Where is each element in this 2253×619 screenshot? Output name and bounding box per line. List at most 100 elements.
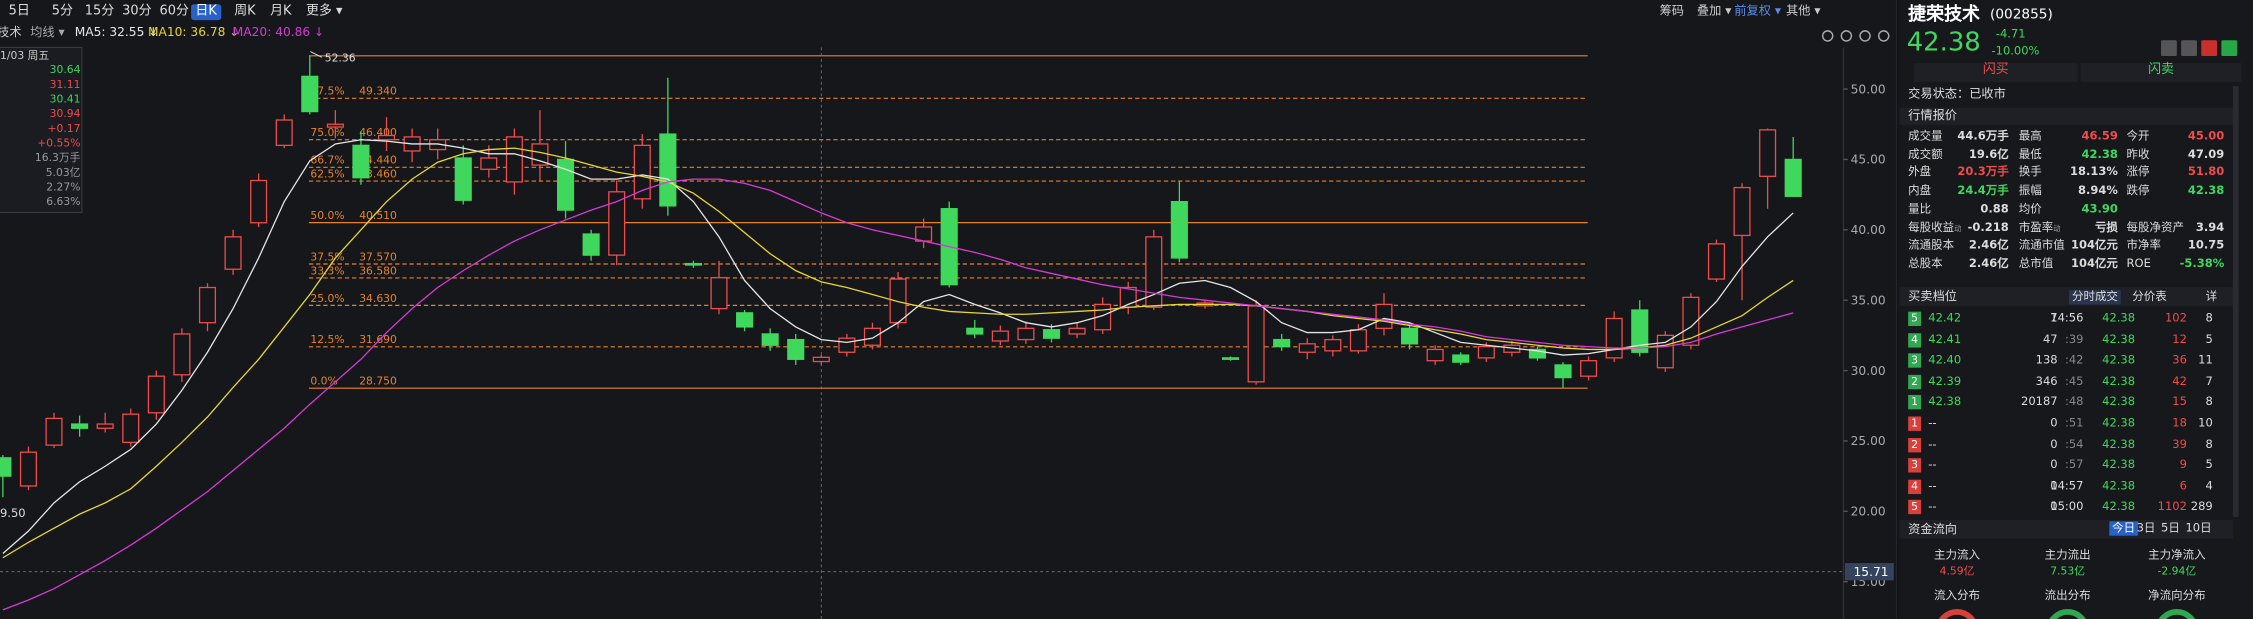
panel-icon[interactable] (2201, 40, 2218, 57)
quote-value: 104亿元 (2070, 256, 2118, 270)
candle-body (122, 413, 140, 443)
flow-tab[interactable]: 5日 (2161, 521, 2180, 535)
candle-body (1759, 129, 1777, 177)
zoom-in[interactable] (1840, 30, 1853, 42)
fib-price: 28.750 (359, 375, 397, 388)
candle-body (275, 119, 293, 146)
quote-value: 2.46亿 (1968, 256, 2009, 270)
period-tab[interactable]: 15分 (84, 4, 115, 19)
ma-line (2, 178, 1794, 611)
level-volume: 0 (2050, 500, 2058, 514)
data-window (0, 46, 83, 214)
book-detail[interactable]: 详 (2205, 290, 2218, 304)
candle-body (19, 451, 37, 487)
candle-body (352, 144, 370, 179)
candle-body (1349, 329, 1367, 352)
ma-menu[interactable]: 均线 ▾ (30, 25, 65, 41)
quote-label-sub: 动 (1954, 224, 1962, 234)
flow-tab[interactable]: 今日 (2109, 521, 2139, 536)
candle-body (1247, 305, 1265, 383)
period-tab[interactable]: 5日 (8, 4, 30, 19)
data-window-value: 30.41 (50, 93, 81, 106)
settings[interactable] (1859, 30, 1871, 42)
data-window-value: 6.63% (46, 195, 80, 208)
candle-body (1631, 309, 1649, 353)
level-badge: 5 (1908, 500, 1922, 515)
trade-volume: 12 (2172, 332, 2187, 346)
quote-label: 内盘 (1908, 183, 1932, 197)
candle-body (1273, 338, 1291, 348)
flow-label: 主力流入 (1934, 548, 1980, 562)
fib-pct: 75.0% (310, 126, 344, 139)
quote-label: 每股收益动 (1908, 220, 1962, 234)
quote-label: 总股本 (1908, 256, 1943, 270)
y-tick-label: 25.00 (1851, 434, 1886, 448)
quote-label: ROE (2126, 256, 2151, 270)
level-volume: 0 (2050, 458, 2058, 472)
data-window-value: +0.55% (37, 136, 80, 149)
candle-body (45, 417, 63, 446)
trade-count: 11 (2198, 353, 2213, 367)
sell-button[interactable]: 闪卖 (2080, 63, 2242, 82)
level-price: 42.41 (1928, 332, 1962, 346)
stock-pct: -10.00% (1991, 44, 2040, 58)
period-tab[interactable]: 日K (191, 4, 222, 21)
tool-button[interactable]: 筹码 (1659, 4, 1685, 19)
level-volume: 346 (2035, 374, 2058, 388)
candle-body (1707, 243, 1726, 280)
trade-price: 42.38 (2102, 437, 2136, 451)
zoom-out[interactable] (1821, 30, 1834, 42)
tool-button[interactable]: 其他 ▾ (1786, 4, 1821, 19)
quote-value: 43.90 (2081, 202, 2118, 216)
indicator-name[interactable]: 技术 (0, 25, 22, 41)
trade-volume: 1102 (2157, 500, 2187, 514)
close[interactable] (1877, 30, 1890, 42)
tool-button[interactable]: 叠加 ▾ (1696, 4, 1732, 19)
panel-icon[interactable] (2181, 40, 2197, 57)
panel-icon[interactable] (2221, 40, 2238, 57)
book-tab[interactable]: 分时成交 (2069, 290, 2121, 305)
level-volume: 47 (2042, 332, 2058, 346)
trade-price: 42.38 (2102, 458, 2136, 472)
quote-value: 47.09 (2187, 147, 2225, 161)
candle-body (377, 134, 396, 141)
trade-volume: 6 (2179, 479, 2187, 493)
candle-body (505, 136, 523, 183)
period-tab[interactable]: 更多 ▾ (306, 4, 343, 19)
panel-icon[interactable] (2161, 40, 2177, 57)
candle-body (1170, 201, 1188, 259)
flow-tab[interactable]: 10日 (2185, 521, 2212, 535)
quote-value: 44.6万手 (1957, 129, 2009, 143)
candle-body (659, 133, 677, 207)
candle-body (531, 143, 549, 166)
trade-price: 42.38 (2102, 500, 2136, 514)
period-tab[interactable]: 60分 (159, 4, 189, 19)
trade-price: 42.38 (2102, 395, 2136, 409)
ma-line (2, 139, 1794, 555)
book-tab[interactable]: 分价表 (2132, 290, 2167, 304)
period-tab[interactable]: 月K (270, 4, 292, 19)
fib-price: 31.690 (359, 333, 397, 346)
candle-body (250, 179, 268, 224)
kline-chart: 50.0045.0040.0035.0030.0025.0020.0015.00… (0, 0, 1897, 619)
candle-body (556, 158, 575, 211)
tool-button[interactable]: 前复权 ▾ (1734, 4, 1781, 19)
period-tab[interactable]: 30分 (122, 4, 152, 19)
trade-time: 15:00 (2050, 500, 2084, 514)
fib-top-label: 52.36 (325, 52, 356, 65)
y-tick-label: 45.00 (1851, 153, 1886, 167)
data-window-value: 30.64 (50, 63, 81, 76)
period-tab[interactable]: 5分 (51, 4, 73, 19)
level-volume: 20187 (2021, 395, 2058, 409)
flow-tab[interactable]: 3日 (2136, 521, 2156, 535)
quote-label: 流通市值 (2018, 238, 2065, 252)
dist-label: 流出分布 (2044, 588, 2091, 602)
fib-top-pointer (310, 51, 323, 58)
y-tick-label: 40.00 (1851, 223, 1886, 237)
period-tab[interactable]: 周K (234, 4, 256, 19)
level-badge: 5 (1908, 311, 1922, 327)
candle-body (1656, 334, 1674, 369)
buy-button[interactable]: 闪买 (1913, 63, 2078, 82)
quote-value: 42.38 (2081, 147, 2118, 161)
